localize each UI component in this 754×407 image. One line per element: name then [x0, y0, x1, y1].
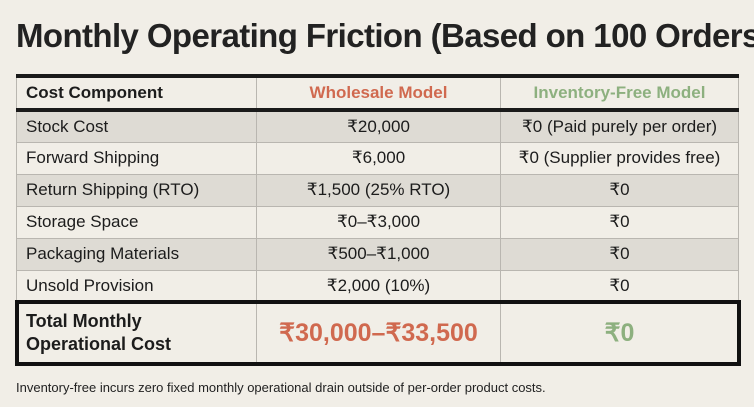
inventory-free-cell: ₹0	[500, 237, 739, 271]
table-row: Stock Cost ₹20,000 ₹0 (Paid purely per ord…	[16, 109, 739, 143]
cost-component-cell: Unsold Provision	[16, 269, 257, 303]
wholesale-cell: ₹6,000	[256, 141, 501, 175]
header-wholesale-model: Wholesale Model	[256, 75, 501, 111]
table-row: Unsold Provision ₹2,000 (10%) ₹0	[16, 269, 739, 303]
table-row: Packaging Materials ₹500–₹1,000 ₹0	[16, 237, 739, 271]
header-cost-component: Cost Component	[16, 75, 257, 111]
cost-comparison-table: Cost Component Wholesale Model Inventory…	[14, 74, 741, 366]
inventory-free-cell: ₹0	[500, 205, 739, 239]
header-inventory-free-model: Inventory-Free Model	[500, 75, 739, 111]
total-row: Total Monthly Operational Cost ₹30,000–₹33…	[14, 300, 741, 366]
cost-component-cell: Stock Cost	[16, 109, 257, 143]
cost-component-cell: Storage Space	[16, 205, 257, 239]
wholesale-cell: ₹2,000 (10%)	[256, 269, 501, 303]
table-row: Forward Shipping ₹6,000 ₹0 (Supplier provi…	[16, 141, 739, 175]
inventory-free-cell: ₹0	[500, 269, 739, 303]
inventory-free-cell: ₹0 (Supplier provides free)	[500, 141, 739, 175]
total-wholesale: ₹30,000–₹33,500	[256, 301, 501, 365]
cost-component-cell: Forward Shipping	[16, 141, 257, 175]
cost-component-cell: Packaging Materials	[16, 237, 257, 271]
footnote: Inventory-free incurs zero fixed monthly…	[16, 380, 546, 395]
inventory-free-cell: ₹0 (Paid purely per order)	[500, 109, 739, 143]
wholesale-cell: ₹500–₹1,000	[256, 237, 501, 271]
wholesale-cell: ₹0–₹3,000	[256, 205, 501, 239]
inventory-free-cell: ₹0	[500, 173, 739, 207]
page-title: Monthly Operating Friction (Based on 100…	[16, 17, 754, 54]
wholesale-cell: ₹1,500 (25% RTO)	[256, 173, 501, 207]
wholesale-cell: ₹20,000	[256, 109, 501, 143]
table-header-row: Cost Component Wholesale Model Inventory…	[16, 75, 739, 111]
total-label: Total Monthly Operational Cost	[16, 301, 257, 365]
total-label-line2: Operational Cost	[26, 334, 172, 354]
total-inventory-free: ₹0	[500, 301, 739, 365]
cost-component-cell: Return Shipping (RTO)	[16, 173, 257, 207]
total-label-line1: Total Monthly	[26, 311, 142, 331]
table-row: Return Shipping (RTO) ₹1,500 (25% RTO) ₹0	[16, 173, 739, 207]
table-row: Storage Space ₹0–₹3,000 ₹0	[16, 205, 739, 239]
